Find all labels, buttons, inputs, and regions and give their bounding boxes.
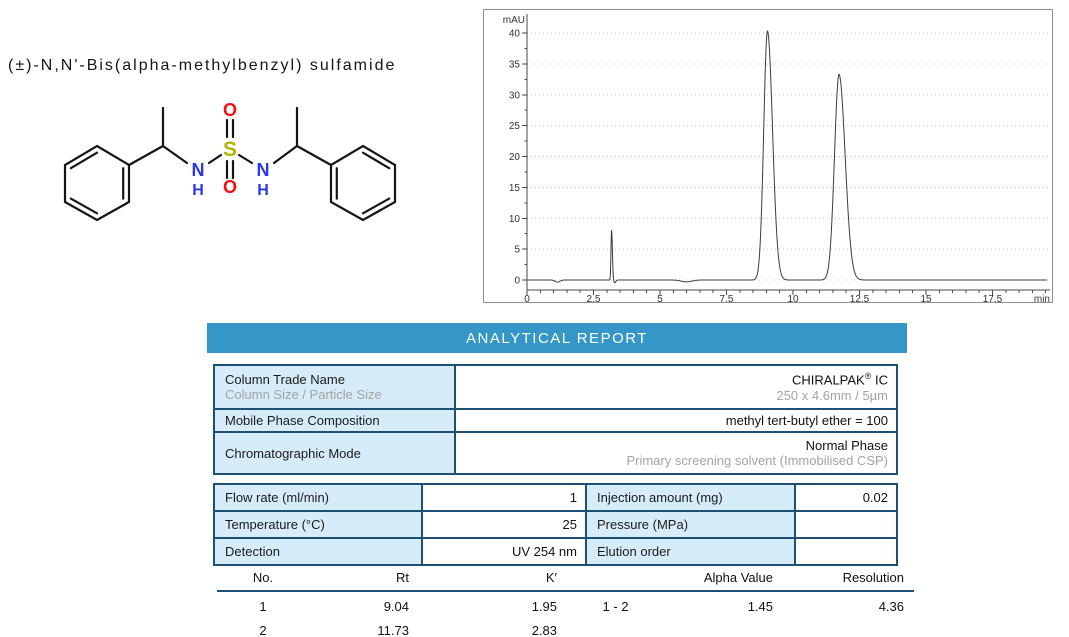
chromatogram-svg: 0 5 10 15 20 25 30 35 40 0 2.5 5 7.5 10 12.5 15 17.5 mAU m… — [503, 14, 1050, 305]
cond-label-cell: Temperature (°C) — [213, 510, 423, 539]
cond-label-cell: Injection amount (mg) — [585, 483, 796, 512]
structure-svg: S O O N H N H — [63, 100, 397, 222]
spec-subvalue: 250 x 4.6mm / 5µm — [776, 387, 888, 403]
conditions-table: Flow rate (ml/min) 1 Injection amount (m… — [213, 483, 898, 566]
column-trade-name: CHIRALPAK — [792, 372, 865, 388]
chromatogram-trace — [527, 30, 1048, 284]
x-tick-label: 7.5 — [720, 294, 734, 302]
alpha-value: 1.45 — [747, 599, 773, 614]
y-tick-label: 0 — [514, 276, 520, 287]
y-tick-label: 10 — [509, 214, 521, 225]
x-tick-label: 17.5 — [983, 294, 1003, 302]
table-row: 2 11.73 2.83 — [217, 616, 575, 637]
cond-value-cell: 25 — [421, 510, 587, 539]
spec-label: Column Trade Name — [225, 372, 345, 387]
y-tick-label: 5 — [514, 245, 520, 256]
hydrogen-right-atom-label: H — [257, 182, 269, 199]
peak-kprime: 2.83 — [531, 623, 557, 637]
table-header-row: Alpha Value Resolution — [568, 567, 914, 592]
nitrogen-right-atom-label: N — [257, 160, 270, 180]
table-row: Temperature (°C) 25 Pressure (MPa) — [213, 510, 898, 539]
x-tick-label: 2.5 — [587, 294, 601, 302]
report-header: ANALYTICAL REPORT — [207, 323, 907, 353]
header-rt: Rt — [309, 567, 414, 592]
oxygen-bottom-atom-label: O — [223, 177, 237, 197]
spec-value-cell: methyl tert-butyl ether = 100 — [454, 408, 898, 433]
spec-label-cell: Chromatographic Mode — [213, 431, 456, 475]
table-row: 1 9.04 1.95 — [217, 591, 575, 616]
header-pair — [568, 567, 663, 592]
peak-kprime: 1.95 — [531, 599, 557, 614]
compound-name: (±)-N,N'-Bis(alpha-methylbenzyl) sulfami… — [8, 57, 397, 74]
header-alpha: Alpha Value — [663, 567, 779, 592]
nitrogen-left-atom-label: N — [192, 160, 205, 180]
cond-label-cell: Flow rate (ml/min) — [213, 483, 423, 512]
x-tick-label: 10 — [787, 294, 799, 302]
retention-results-table: No. Rt K′ 1 9.04 1.95 2 11.73 2.83 — [217, 567, 575, 637]
benzene-ring-right — [329, 144, 397, 222]
peak-rt: 11.73 — [377, 623, 409, 637]
cond-value-cell — [794, 510, 898, 539]
spec-subvalue: Primary screening solvent (Immobilised C… — [626, 453, 888, 468]
cond-value-cell: UV 254 nm — [421, 537, 587, 566]
chemical-structure: S O O N H N H — [30, 86, 450, 264]
y-tick-label: 15 — [509, 183, 521, 194]
peak-pair: 1 - 2 — [602, 599, 629, 614]
y-axis-unit-label: mAU — [503, 15, 525, 26]
sulfur-atom-label: S — [223, 138, 237, 161]
y-tick-label: 25 — [509, 121, 521, 132]
x-axis-unit-label: min — [1034, 294, 1050, 302]
peak-no: 2 — [259, 623, 267, 637]
column-trade-name-suffix: IC — [871, 372, 888, 388]
table-row: Chromatographic Mode Normal Phase Primar… — [213, 431, 898, 475]
benzene-ring-left — [63, 144, 131, 222]
y-tick-label: 40 — [509, 29, 521, 40]
spec-value: CHIRALPAK® IC — [464, 371, 888, 387]
x-tick-label: 0 — [524, 294, 530, 302]
header-kprime: K′ — [414, 567, 575, 592]
cond-value-cell: 1 — [421, 483, 587, 512]
cond-label-cell: Pressure (MPa) — [585, 510, 796, 539]
chromatogram-panel: 0 5 10 15 20 25 30 35 40 0 2.5 5 7.5 10 12.5 15 17.5 mAU m… — [483, 9, 1053, 305]
y-tick-label: 35 — [509, 59, 521, 70]
chain-bonds — [127, 106, 333, 180]
peak-no: 1 — [259, 599, 267, 614]
spec-value-cell: CHIRALPAK® IC 250 x 4.6mm / 5µm — [454, 364, 898, 410]
table-header-row: No. Rt K′ — [217, 567, 575, 592]
cond-value-cell — [794, 537, 898, 566]
table-row: 1 - 2 1.45 4.36 — [568, 591, 914, 616]
table-row: Mobile Phase Composition methyl tert-but… — [213, 408, 898, 433]
x-tick-label: 15 — [920, 294, 932, 302]
header-no: No. — [217, 567, 309, 592]
oxygen-top-atom-label: O — [223, 100, 237, 120]
y-tick-label: 20 — [509, 152, 521, 163]
x-tick-label: 12.5 — [850, 294, 870, 302]
selectivity-results-table: Alpha Value Resolution 1 - 2 1.45 4.36 — [568, 567, 914, 616]
cond-value-cell: 0.02 — [794, 483, 898, 512]
spec-label-cell: Column Trade Name Column Size / Particle… — [213, 364, 456, 410]
table-row: Flow rate (ml/min) 1 Injection amount (m… — [213, 483, 898, 512]
column-spec-table: Column Trade Name Column Size / Particle… — [213, 364, 898, 475]
hydrogen-left-atom-label: H — [192, 182, 204, 199]
x-tick-label: 5 — [657, 294, 663, 302]
cond-label-cell: Detection — [213, 537, 423, 566]
spec-sublabel: Column Size / Particle Size — [225, 387, 382, 402]
spec-value: Normal Phase — [805, 438, 888, 453]
resolution-value: 4.36 — [878, 599, 904, 614]
peak-rt: 9.04 — [383, 599, 409, 614]
registered-mark: ® — [864, 371, 872, 382]
table-row: Column Trade Name Column Size / Particle… — [213, 364, 898, 410]
spec-value-cell: Normal Phase Primary screening solvent (… — [454, 431, 898, 475]
spec-label-cell: Mobile Phase Composition — [213, 408, 456, 433]
report-title: ANALYTICAL REPORT — [466, 329, 648, 347]
cond-label-cell: Elution order — [585, 537, 796, 566]
table-row: Detection UV 254 nm Elution order — [213, 537, 898, 566]
y-tick-label: 30 — [509, 90, 521, 101]
header-resolution: Resolution — [779, 567, 914, 592]
